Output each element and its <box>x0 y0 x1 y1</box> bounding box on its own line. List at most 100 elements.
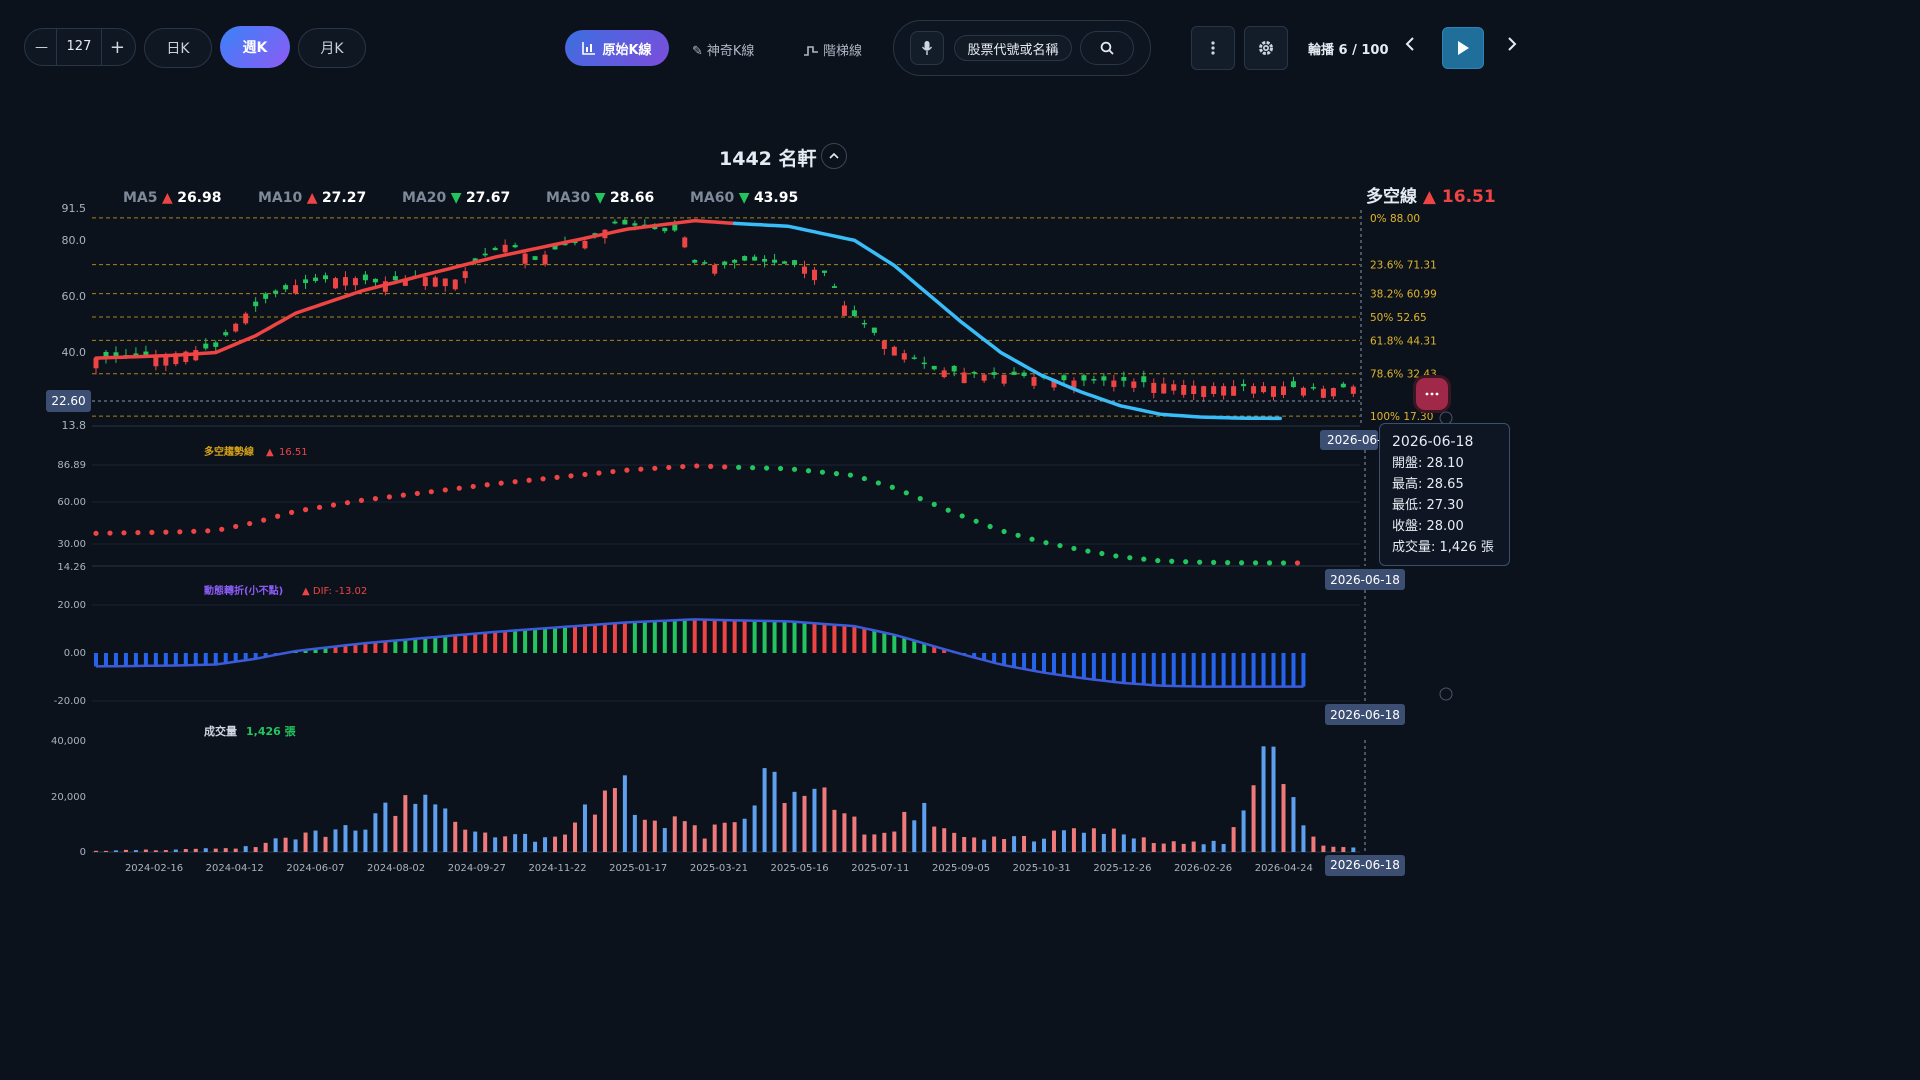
candle-body <box>1151 382 1157 393</box>
stock-chart[interactable]: 91.5 80.0 60.0 40.0 13.8 0% 88.00 23.6% 7… <box>0 0 1568 882</box>
candle-body <box>831 286 837 288</box>
macd-bar <box>932 646 937 653</box>
candle-body <box>1021 372 1027 376</box>
volume-bar <box>1071 828 1076 852</box>
macd-bar <box>982 653 987 661</box>
mode-raw-kline-button[interactable]: 原始K線 <box>565 30 669 66</box>
trend-y-tick: 86.89 <box>57 460 86 471</box>
fib-level-label: 23.6% 71.31 <box>1370 260 1437 272</box>
panel-handle-icon[interactable] <box>1439 687 1453 701</box>
x-axis-tick-label: 2024-09-27 <box>448 863 506 874</box>
macd-bar <box>213 653 218 665</box>
ellipsis-icon <box>1425 392 1439 396</box>
macd-bar <box>543 628 548 653</box>
trend-dot <box>428 489 434 495</box>
current-price-tag: 22.60 <box>51 394 85 408</box>
macd-bar <box>732 620 737 653</box>
candle-body <box>1241 383 1247 387</box>
volume-bar <box>772 771 777 852</box>
ma10-item: MA10 ▲ 27.27 <box>258 190 366 206</box>
trend-y-tick: 60.00 <box>57 497 86 508</box>
ma30-item: MA30 ▼ 28.66 <box>546 190 654 206</box>
volume-bar <box>732 822 737 852</box>
macd-bar <box>592 624 597 653</box>
fib-level-label: 50% 52.65 <box>1370 312 1427 324</box>
period-weekly-button[interactable]: 週K <box>220 26 290 68</box>
play-button[interactable] <box>1442 27 1484 69</box>
volume-bar <box>423 794 428 852</box>
macd-bar <box>103 653 108 667</box>
microphone-button[interactable] <box>910 31 944 65</box>
candle-body <box>372 278 378 283</box>
decrement-button[interactable]: — <box>35 39 48 55</box>
ma20-value: 27.67 <box>465 190 511 206</box>
volume-bar <box>1141 837 1146 852</box>
macd-bar <box>553 627 558 653</box>
candle-body <box>802 266 808 274</box>
candle-body <box>462 271 468 278</box>
search-button[interactable] <box>1080 31 1134 65</box>
volume-bar <box>1042 838 1046 852</box>
trend-dot <box>498 480 504 486</box>
trend-dot <box>694 463 700 469</box>
playback-counter: 輪播 6 / 100 <box>1308 43 1389 58</box>
collapse-button[interactable] <box>821 143 847 169</box>
candle-body <box>841 305 847 316</box>
trend-dot <box>1113 553 1119 559</box>
candle-body <box>402 279 408 286</box>
trend-y-tick: 14.26 <box>57 562 86 573</box>
candle-body <box>143 351 149 356</box>
trend-dot <box>903 490 909 496</box>
candle-body <box>432 277 438 287</box>
volume-bar <box>323 836 328 852</box>
trend-line-dir: ▲ <box>1422 187 1436 207</box>
candle-body <box>1031 377 1037 386</box>
previous-button[interactable] <box>1404 36 1416 56</box>
x-axis-tick-label: 2025-01-17 <box>609 863 667 874</box>
volume-bar <box>113 850 118 852</box>
volume-bar <box>902 811 907 852</box>
trend-dot <box>750 465 756 471</box>
volume-bar <box>403 795 408 852</box>
period-daily-button[interactable]: 日K <box>144 28 212 68</box>
candle-body <box>113 352 119 358</box>
trend-dot <box>777 465 784 472</box>
volume-bar <box>303 832 308 852</box>
settings-button[interactable] <box>1244 26 1288 70</box>
macd-bar <box>503 631 508 653</box>
mode-magic-kline-button[interactable]: ✎ 神奇K線 <box>692 40 754 59</box>
candle-body <box>153 355 159 367</box>
candle-body <box>1330 388 1336 397</box>
macd-bar <box>313 648 318 653</box>
trend-dot <box>1015 532 1021 538</box>
mode-step-line-label: 階梯線 <box>823 44 863 59</box>
volume-bar <box>1022 835 1027 852</box>
x-axis-tick-label: 2024-02-16 <box>125 863 183 874</box>
macd-bar <box>94 653 98 667</box>
volume-y-tick: 40,000 <box>51 736 86 747</box>
more-options-button[interactable] <box>1191 26 1235 70</box>
volume-bar <box>153 850 158 852</box>
volume-bar <box>612 788 617 852</box>
chat-bubble-button[interactable] <box>1416 378 1448 410</box>
macd-bar <box>203 653 208 665</box>
count-value[interactable]: 127 <box>55 29 103 65</box>
volume-bar <box>143 849 148 852</box>
next-button[interactable] <box>1506 36 1518 56</box>
volume-bar <box>942 828 947 852</box>
macd-bar <box>642 621 647 653</box>
trend-dot <box>987 523 993 530</box>
increment-button[interactable]: + <box>109 36 125 58</box>
macd-bar <box>812 623 817 653</box>
search-input[interactable]: 股票代號或名稱 <box>954 35 1072 61</box>
macd-bar <box>572 626 577 653</box>
candle-body <box>632 223 638 226</box>
period-monthly-button[interactable]: 月K <box>298 28 366 68</box>
mode-step-line-button[interactable]: 階梯線 <box>803 40 862 59</box>
macd-bar <box>1291 653 1296 687</box>
volume-bar <box>1171 841 1176 852</box>
volume-bar <box>822 787 827 852</box>
trend-panel: 多空趨勢線 ▲ 16.51 86.89 60.00 30.00 14.26 20… <box>57 445 1405 590</box>
candle-body <box>93 358 99 369</box>
volume-bar <box>1002 839 1007 852</box>
